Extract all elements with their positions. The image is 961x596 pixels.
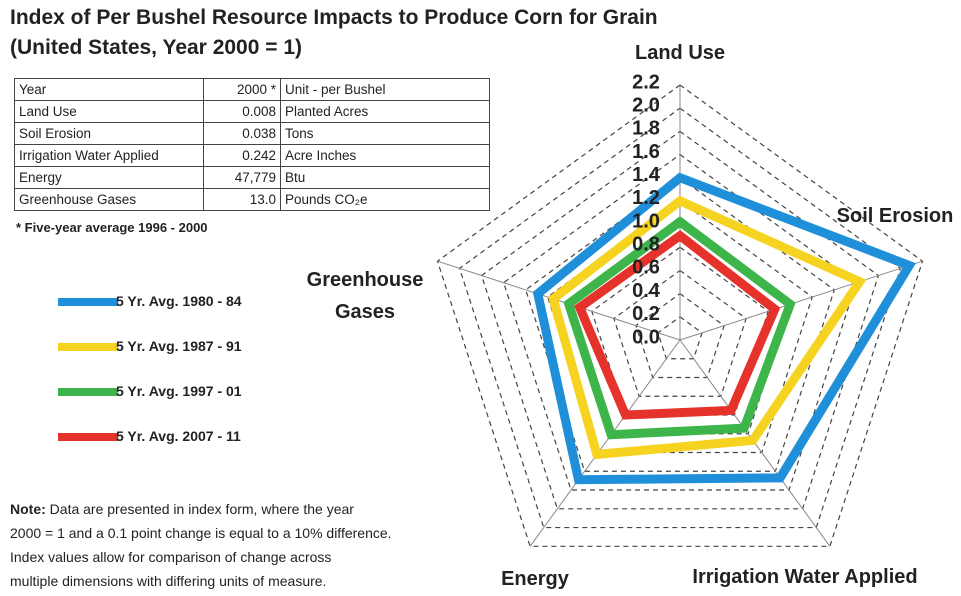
table-cell: Btu [280, 166, 490, 189]
note-text: 2000 = 1 and a 0.1 point change is equal… [10, 525, 392, 541]
grid-ring [480, 130, 880, 510]
table-cell: 0.008 [203, 100, 281, 123]
tick-label: 0.2 [632, 303, 660, 325]
note-label: Note: [10, 501, 46, 517]
tick-label: 1.8 [632, 118, 660, 140]
table-cell: Unit - per Bushel [280, 78, 490, 101]
spoke [679, 260, 923, 341]
grid-ring [524, 176, 836, 472]
tick-label: 1.0 [632, 210, 660, 232]
legend-label: 5 Yr. Avg. 1980 - 84 [116, 293, 242, 309]
table-row: Irrigation Water Applied 0.242 Acre Inches [14, 144, 490, 167]
note-line: 2000 = 1 and a 0.1 point change is equal… [10, 521, 392, 545]
series-line [574, 230, 781, 420]
table-cell: Pounds CO₂e [280, 188, 490, 211]
legend-label: 5 Yr. Avg. 2007 - 11 [116, 428, 241, 444]
tick-label: 0.4 [632, 280, 661, 302]
table-cell: 0.242 [203, 144, 281, 167]
footnote: * Five-year average 1996 - 2000 [16, 220, 208, 235]
axis-label: Energy [501, 568, 569, 590]
grid-ring [458, 107, 902, 529]
legend-label: 5 Yr. Avg. 1997 - 01 [116, 383, 242, 399]
series-line [532, 172, 916, 485]
table-row: Land Use 0.008 Planted Acres [14, 100, 490, 123]
spoke [437, 260, 681, 341]
note-line: Note: Data are presented in index form, … [10, 497, 392, 521]
table-cell: Irrigation Water Applied [14, 144, 204, 167]
tick-label: 0.0 [632, 326, 660, 348]
note-line: multiple dimensions with differing units… [10, 569, 392, 593]
table-row: Energy 47,779 Btu [14, 166, 490, 189]
spoke [529, 339, 681, 547]
table-cell: Greenhouse Gases [14, 188, 204, 211]
tick-label: 2.2 [632, 71, 660, 93]
table-cell: 47,779 [203, 166, 281, 189]
legend-label: 5 Yr. Avg. 1987 - 91 [116, 338, 242, 354]
series-line [548, 195, 867, 460]
grid-ring [436, 84, 924, 547]
table-cell: 0.038 [203, 122, 281, 145]
chart-title: Index of Per Bushel Resource Impacts to … [10, 6, 658, 29]
table-cell: Land Use [14, 100, 204, 123]
grid-ring [635, 292, 725, 379]
note-text: Data are presented in index form, where … [49, 501, 354, 517]
axis-label: Irrigation Water Applied [692, 566, 918, 588]
tick-label: 1.6 [632, 141, 660, 163]
chart-subtitle: (United States, Year 2000 = 1) [10, 36, 303, 59]
table-cell: Soil Erosion [14, 122, 204, 145]
table-cell: Tons [280, 122, 490, 145]
table-cell: Year [14, 78, 204, 101]
note-text: multiple dimensions with differing units… [10, 573, 327, 589]
axis-label: Soil Erosion [836, 205, 954, 227]
tick-label: 1.4 [632, 164, 661, 186]
note: Note: Data are presented in index form, … [10, 497, 392, 593]
table-cell: Planted Acres [280, 100, 490, 123]
tick-label: 0.6 [632, 257, 660, 279]
axis-label: Land Use [634, 42, 726, 64]
grid-ring [657, 316, 703, 360]
table-row: Greenhouse Gases 13.0 Pounds CO₂e [14, 188, 490, 211]
tick-label: 2.0 [632, 94, 660, 116]
table-cell: Acre Inches [280, 144, 490, 167]
series-line [563, 216, 796, 440]
tick-label: 0.8 [632, 234, 660, 256]
table-cell: Energy [14, 166, 204, 189]
table-row: Year 2000 * Unit - per Bushel [14, 78, 490, 101]
data-table: Year 2000 * Unit - per Bushel Land Use 0.008… [14, 78, 490, 211]
axis-label: Greenhouse Gases [306, 269, 424, 323]
grid-ring [502, 153, 858, 491]
note-line: Index values allow for comparison of cha… [10, 545, 392, 569]
grid-ring [547, 200, 813, 454]
table-cell: 2000 * [203, 78, 281, 101]
tick-label: 1.2 [632, 187, 660, 209]
table-row: Soil Erosion 0.038 Tons [14, 122, 490, 145]
note-text: Index values allow for comparison of cha… [10, 549, 332, 565]
table-cell: 13.0 [203, 188, 281, 211]
